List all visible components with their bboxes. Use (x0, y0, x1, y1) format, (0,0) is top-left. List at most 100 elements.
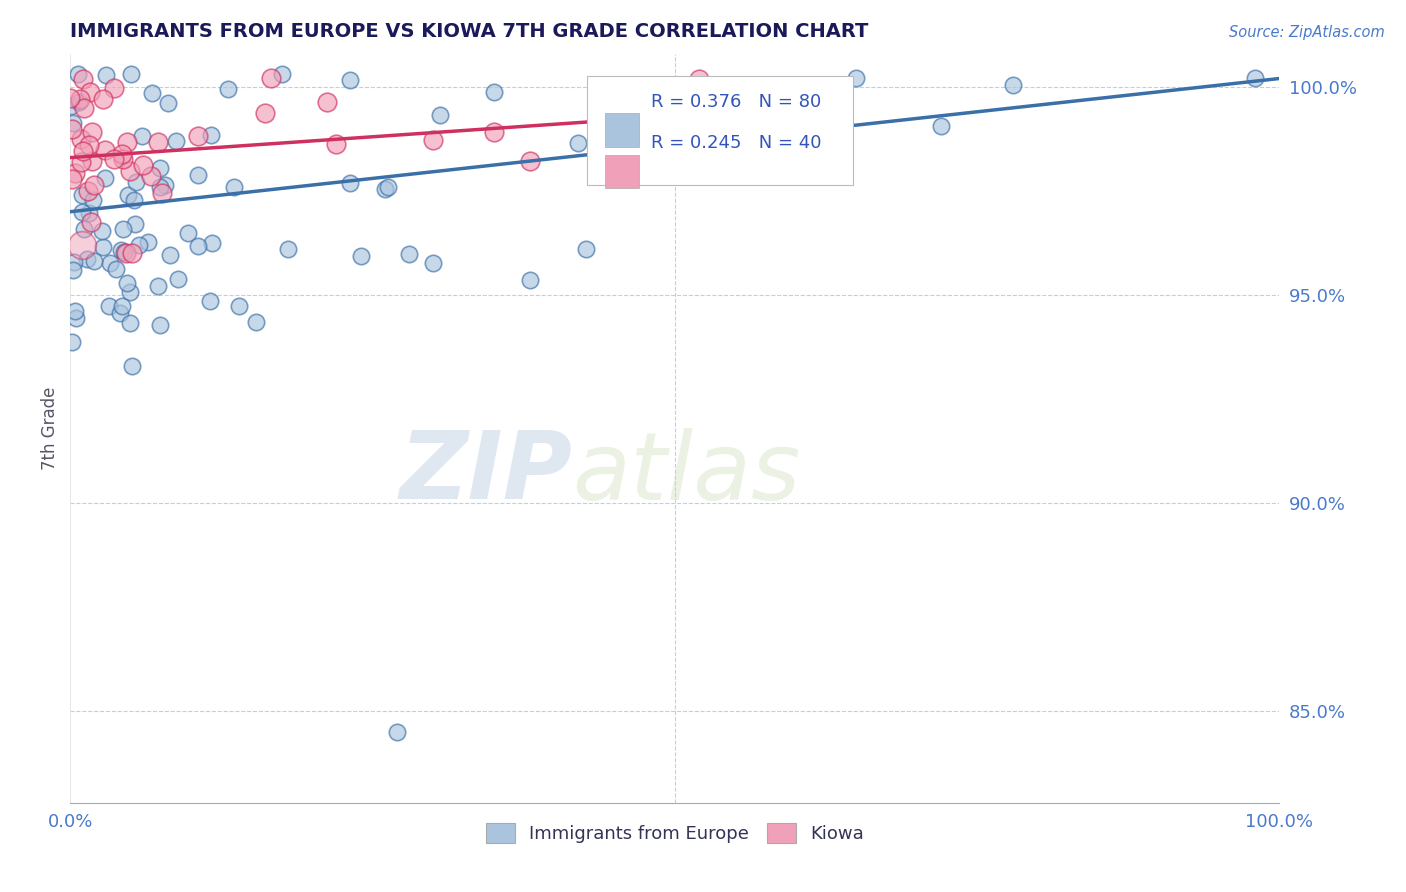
Point (228, 299, 250, 313)
Point (69, 132, 91, 146)
Point (136, 235, 159, 249)
Point (141, 169, 163, 184)
Point (167, 272, 190, 286)
Point (62, 255, 84, 269)
Point (114, 246, 136, 260)
Text: IMMIGRANTS FROM EUROPE VS KIOWA 7TH GRADE CORRELATION CHART: IMMIGRANTS FROM EUROPE VS KIOWA 7TH GRAD… (70, 21, 869, 41)
Point (187, 129, 209, 144)
Point (60, 335, 83, 350)
Point (108, 306, 131, 320)
Point (187, 168, 209, 182)
Point (688, 72, 710, 87)
Point (63, 303, 86, 318)
Point (77, 138, 100, 153)
Point (120, 67, 142, 81)
Point (73, 101, 96, 115)
Point (315, 95, 337, 110)
Point (62, 263, 84, 277)
Point (260, 71, 283, 86)
Point (111, 222, 134, 236)
Point (398, 247, 420, 261)
Point (567, 136, 589, 151)
Point (77, 205, 100, 219)
Point (201, 236, 224, 251)
Point (125, 175, 148, 189)
Point (60, 122, 83, 136)
Point (70, 204, 93, 219)
Point (574, 242, 596, 256)
Point (96, 68, 118, 82)
Point (146, 135, 169, 149)
Point (80, 153, 103, 168)
Point (159, 248, 181, 262)
Point (103, 81, 125, 95)
Point (385, 725, 408, 739)
Point (271, 67, 294, 81)
Point (519, 153, 541, 168)
Point (128, 237, 150, 252)
Point (157, 95, 180, 110)
Point (103, 152, 125, 166)
Point (59, 91, 82, 105)
Point (72, 238, 94, 252)
Point (90, 224, 112, 238)
Point (111, 299, 134, 313)
Point (482, 85, 505, 99)
Point (111, 146, 134, 161)
Point (76, 252, 98, 267)
Point (422, 133, 444, 147)
Text: Source: ZipAtlas.com: Source: ZipAtlas.com (1229, 25, 1385, 40)
Point (93, 240, 115, 254)
Point (104, 262, 127, 277)
Point (146, 278, 169, 293)
Point (79, 215, 101, 229)
Point (62, 116, 84, 130)
Point (325, 136, 347, 151)
Point (65, 165, 87, 179)
Point (187, 239, 209, 253)
Point (97, 299, 120, 313)
Point (112, 245, 135, 260)
Point (845, 71, 868, 86)
Point (482, 125, 505, 139)
Point (132, 158, 155, 172)
Point (83, 254, 105, 268)
Point (141, 86, 163, 100)
Point (377, 179, 399, 194)
Point (254, 105, 277, 120)
Point (200, 293, 222, 308)
Point (67, 95, 90, 109)
Point (124, 217, 146, 231)
Point (59, 98, 82, 112)
Point (98, 256, 121, 270)
Point (121, 359, 143, 373)
Point (1244, 71, 1267, 86)
FancyBboxPatch shape (586, 76, 852, 185)
Point (429, 108, 451, 122)
Point (153, 178, 176, 192)
Point (339, 72, 361, 87)
Point (77, 184, 100, 198)
Point (1002, 78, 1025, 92)
Text: R = 0.376   N = 80: R = 0.376 N = 80 (651, 94, 821, 112)
Point (72, 71, 94, 86)
Point (120, 285, 142, 299)
Point (339, 176, 361, 190)
Point (91, 92, 114, 106)
Text: ZIP: ZIP (399, 427, 572, 519)
Point (217, 82, 239, 96)
FancyBboxPatch shape (605, 154, 638, 188)
Point (688, 98, 710, 112)
Point (72, 188, 94, 202)
Point (121, 246, 143, 260)
Legend: Immigrants from Europe, Kiowa: Immigrants from Europe, Kiowa (478, 815, 872, 850)
Point (82, 193, 104, 207)
Point (117, 187, 139, 202)
Point (374, 182, 396, 196)
Point (73, 222, 96, 236)
Point (65, 311, 87, 326)
Point (277, 242, 299, 256)
Point (70, 155, 93, 169)
Point (120, 316, 142, 330)
Point (122, 193, 145, 207)
